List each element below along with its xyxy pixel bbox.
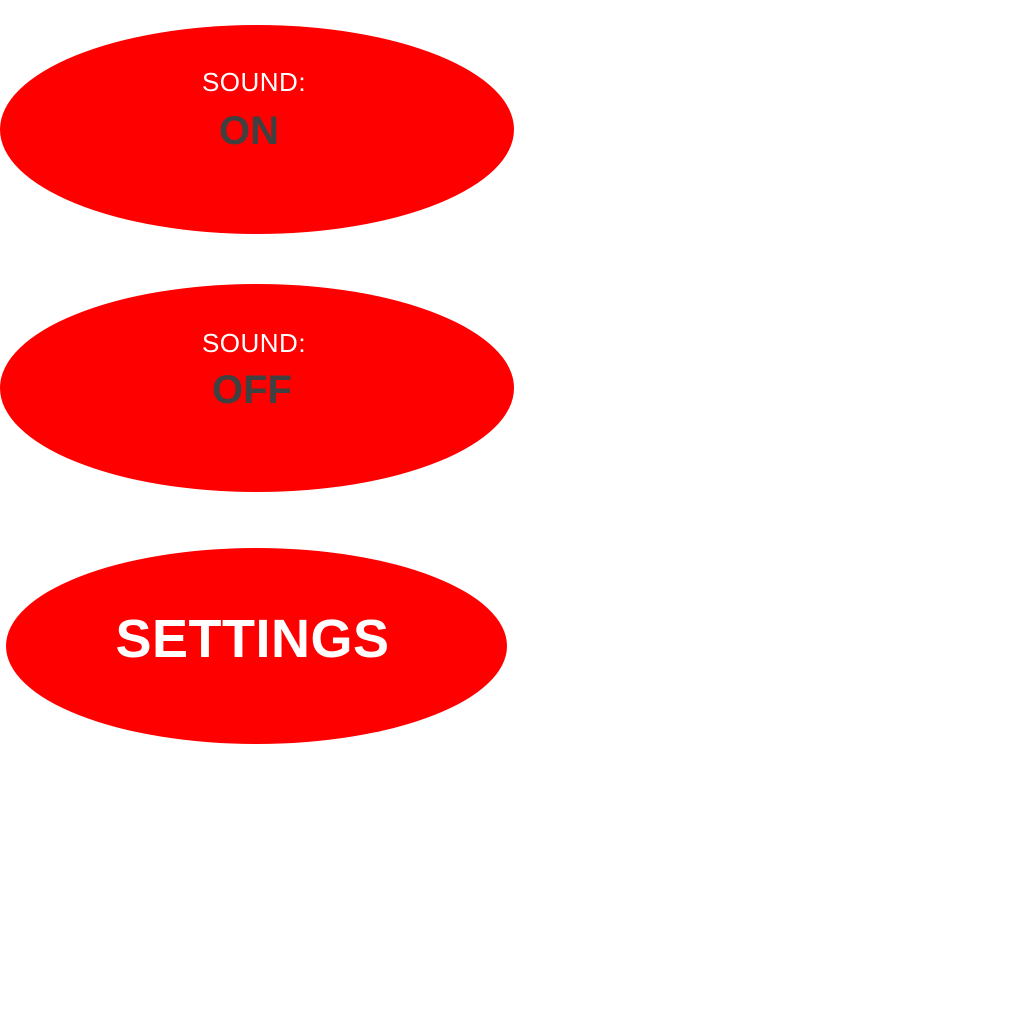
sound-on-caption: SOUND: bbox=[201, 67, 307, 97]
sound-on-button[interactable]: SOUND: ON bbox=[0, 25, 514, 234]
settings-button[interactable]: SETTINGS bbox=[6, 548, 507, 744]
sound-off-state: OFF bbox=[212, 368, 292, 412]
settings-label: SETTINGS bbox=[115, 609, 390, 669]
sound-off-button[interactable]: SOUND: OFF bbox=[0, 284, 514, 492]
sound-off-caption: SOUND: bbox=[201, 328, 307, 358]
sound-on-state: ON bbox=[219, 109, 279, 153]
